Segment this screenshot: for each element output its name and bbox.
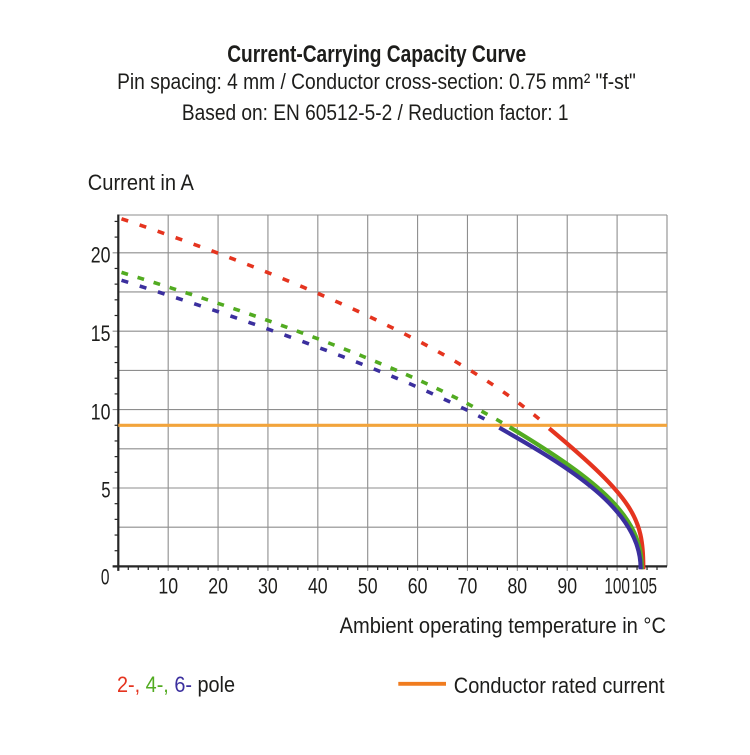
svg-text:10: 10 — [158, 573, 178, 598]
svg-text:10: 10 — [91, 399, 111, 424]
svg-text:Conductor rated current: Conductor rated current — [454, 673, 665, 698]
svg-text:Current in A: Current in A — [88, 170, 194, 195]
svg-text:30: 30 — [258, 573, 278, 598]
svg-text:Based on: EN 60512-5-2 / Reduc: Based on: EN 60512-5-2 / Reduction facto… — [182, 100, 569, 125]
svg-text:80: 80 — [507, 573, 527, 598]
svg-text:20: 20 — [208, 573, 228, 598]
svg-text:20: 20 — [91, 243, 111, 268]
svg-text:2-, 4-, 6- pole: 2-, 4-, 6- pole — [117, 672, 235, 697]
svg-text:15: 15 — [91, 321, 111, 346]
svg-text:50: 50 — [358, 573, 378, 598]
svg-text:Current-Carrying Capacity Curv: Current-Carrying Capacity Curve — [227, 41, 526, 68]
svg-text:0: 0 — [101, 565, 110, 590]
svg-text:40: 40 — [308, 573, 328, 598]
svg-text:70: 70 — [458, 573, 478, 598]
svg-text:5: 5 — [101, 478, 110, 503]
svg-text:Ambient operating temperature: Ambient operating temperature in °C — [340, 613, 666, 638]
svg-text:Pin spacing: 4 mm / Conductor: Pin spacing: 4 mm / Conductor cross-sect… — [117, 69, 636, 94]
svg-text:60: 60 — [408, 573, 428, 598]
svg-text:105: 105 — [631, 573, 657, 598]
svg-text:90: 90 — [557, 573, 577, 598]
svg-text:100: 100 — [604, 573, 630, 598]
